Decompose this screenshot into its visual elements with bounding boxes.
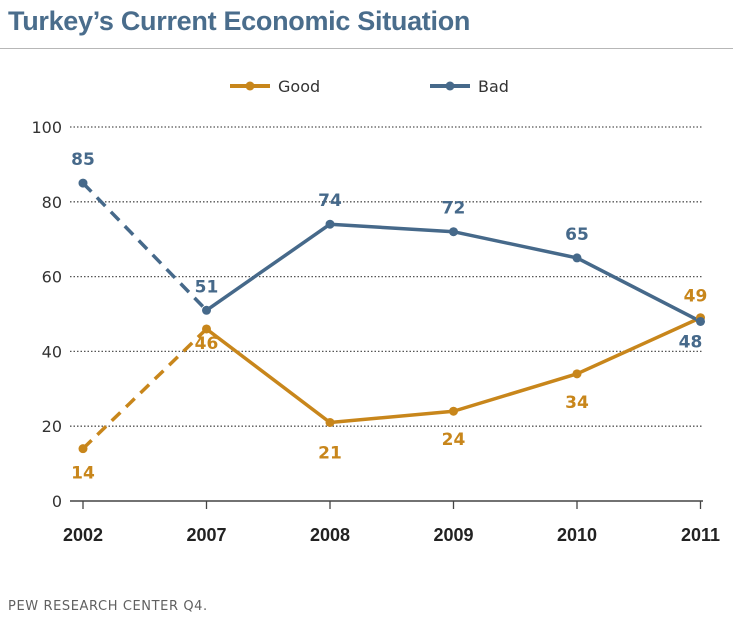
y-axis: 0 20 40 60 80 100 xyxy=(31,118,62,511)
y-tick-label: 80 xyxy=(42,193,62,212)
legend-bad-marker xyxy=(445,81,455,91)
chart-title: Turkey’s Current Economic Situation xyxy=(8,6,471,36)
x-tick-label: 2007 xyxy=(186,525,226,545)
bad-point xyxy=(78,178,88,188)
legend-good-label: Good xyxy=(278,77,320,96)
bad-data-label: 65 xyxy=(565,225,589,245)
x-axis: 2002 2007 2008 2009 2010 2011 xyxy=(63,500,720,545)
y-tick-label: 0 xyxy=(52,492,62,511)
bad-point xyxy=(696,316,705,326)
good-point xyxy=(202,324,211,334)
source-note: PEW RESEARCH CENTER Q4. xyxy=(8,599,208,614)
x-tick-label: 2011 xyxy=(681,525,720,545)
good-data-label: 34 xyxy=(565,393,589,413)
good-point xyxy=(572,369,582,379)
bad-data-label: 48 xyxy=(679,332,703,352)
x-tick-label: 2008 xyxy=(310,525,350,545)
bad-point xyxy=(572,253,582,263)
y-tick-label: 60 xyxy=(42,268,62,287)
legend: Good Bad xyxy=(230,77,509,96)
title-divider xyxy=(0,48,733,49)
x-tick-label: 2010 xyxy=(557,525,597,545)
series-points xyxy=(78,178,705,454)
good-data-label: 24 xyxy=(442,430,466,450)
bad-data-label: 74 xyxy=(318,191,342,211)
y-tick-label: 100 xyxy=(31,118,62,137)
bad-point xyxy=(449,227,458,237)
bad-data-label: 72 xyxy=(442,199,466,219)
series-lines xyxy=(81,181,702,450)
bad-point xyxy=(325,219,335,229)
bad-data-label: 85 xyxy=(71,150,95,170)
good-data-label: 49 xyxy=(684,287,708,307)
gridlines xyxy=(70,126,702,427)
x-tick-label: 2009 xyxy=(433,525,473,545)
data-labels: 14 46 21 24 34 49 85 51 74 72 65 48 xyxy=(71,150,707,484)
good-data-label: 14 xyxy=(71,464,95,484)
y-tick-label: 40 xyxy=(42,342,62,361)
y-tick-label: 20 xyxy=(42,417,62,436)
legend-good-marker xyxy=(245,81,255,91)
bad-point xyxy=(202,305,211,315)
good-line-dashed xyxy=(81,327,208,450)
bad-line xyxy=(205,222,702,324)
good-data-label: 46 xyxy=(195,334,219,354)
good-data-label: 21 xyxy=(318,443,342,463)
good-point xyxy=(449,406,458,416)
bad-line-dashed xyxy=(81,181,208,312)
good-point xyxy=(325,417,335,427)
bad-data-label: 51 xyxy=(195,277,219,297)
x-tick-label: 2002 xyxy=(63,525,103,545)
legend-bad-label: Bad xyxy=(478,77,509,96)
good-point xyxy=(78,444,88,454)
